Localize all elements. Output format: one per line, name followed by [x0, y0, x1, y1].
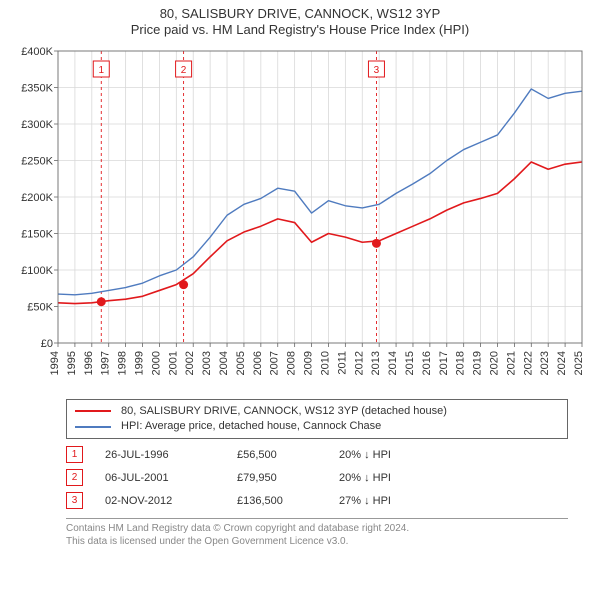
- transaction-row: 1 26-JUL-1996 £56,500 20% ↓ HPI: [66, 443, 568, 466]
- x-tick-label: 2023: [539, 351, 551, 375]
- marker-point: [179, 280, 188, 289]
- x-tick-label: 2005: [235, 351, 247, 375]
- x-tick-label: 2019: [472, 351, 484, 375]
- x-tick-label: 2014: [387, 351, 399, 375]
- transaction-row: 3 02-NOV-2012 £136,500 27% ↓ HPI: [66, 489, 568, 512]
- marker-point: [97, 297, 106, 306]
- x-tick-label: 2004: [218, 351, 230, 375]
- x-tick-label: 2009: [303, 351, 315, 375]
- x-tick-label: 2025: [573, 351, 585, 375]
- chart-area: £0 £50K £100K £150K £200K £250K £300K £350K £400…: [8, 43, 592, 393]
- legend-swatch: [75, 410, 111, 412]
- transaction-badge: 2: [66, 469, 83, 486]
- marker-badge-label: 3: [374, 65, 380, 76]
- x-tick-label: 2022: [522, 351, 534, 375]
- x-tick-label: 2007: [269, 351, 281, 375]
- x-tick-label: 2000: [150, 351, 162, 375]
- x-tick-label: 2021: [505, 351, 517, 375]
- marker-badge-label: 1: [98, 65, 104, 76]
- y-tick-label: £250K: [21, 155, 53, 167]
- transaction-delta: 27% ↓ HPI: [339, 495, 391, 507]
- y-tick-label: £0: [41, 338, 53, 350]
- page: 80, SALISBURY DRIVE, CANNOCK, WS12 3YP P…: [0, 0, 600, 590]
- footer-note: Contains HM Land Registry data © Crown c…: [66, 518, 568, 548]
- transaction-badge: 1: [66, 446, 83, 463]
- x-tick-label: 1995: [66, 351, 78, 375]
- transaction-date: 26-JUL-1996: [105, 449, 215, 461]
- x-tick-label: 2011: [336, 351, 348, 375]
- transaction-price: £56,500: [237, 449, 317, 461]
- footer-line-1: Contains HM Land Registry data © Crown c…: [66, 522, 568, 535]
- x-tick-label: 2002: [184, 351, 196, 375]
- y-tick-label: £200K: [21, 192, 53, 204]
- transaction-price: £136,500: [237, 495, 317, 507]
- transaction-date: 02-NOV-2012: [105, 495, 215, 507]
- transactions-table: 1 26-JUL-1996 £56,500 20% ↓ HPI 2 06-JUL-2001…: [66, 443, 568, 512]
- y-tick-label: £300K: [21, 119, 53, 131]
- legend-swatch: [75, 426, 111, 428]
- x-tick-label: 2016: [421, 351, 433, 375]
- x-tick-label: 2001: [167, 351, 179, 375]
- x-tick-label: 2017: [438, 351, 450, 375]
- y-tick-label: £400K: [21, 46, 53, 58]
- x-tick-label: 2003: [201, 351, 213, 375]
- x-tick-label: 1998: [117, 351, 129, 375]
- x-tick-label: 2010: [319, 351, 331, 375]
- transaction-delta: 20% ↓ HPI: [339, 472, 391, 484]
- legend-label: HPI: Average price, detached house, Cann…: [121, 419, 381, 434]
- x-tick-label: 1999: [134, 351, 146, 375]
- y-tick-label: £50K: [27, 301, 53, 313]
- line-chart-svg: £0 £50K £100K £150K £200K £250K £300K £350K £400…: [8, 43, 592, 393]
- legend-item: HPI: Average price, detached house, Cann…: [75, 419, 559, 434]
- legend-label: 80, SALISBURY DRIVE, CANNOCK, WS12 3YP (…: [121, 404, 447, 419]
- chart-subtitle: Price paid vs. HM Land Registry's House …: [8, 22, 592, 38]
- y-tick-label: £100K: [21, 265, 53, 277]
- transaction-delta: 20% ↓ HPI: [339, 449, 391, 461]
- x-tick-label: 1997: [100, 351, 112, 375]
- chart-title: 80, SALISBURY DRIVE, CANNOCK, WS12 3YP: [8, 6, 592, 22]
- x-tick-label: 1996: [83, 351, 95, 375]
- y-tick-label: £150K: [21, 228, 53, 240]
- x-tick-label: 2015: [404, 351, 416, 375]
- y-tick-label: £350K: [21, 82, 53, 94]
- x-tick-label: 2008: [286, 351, 298, 375]
- x-tick-label: 2018: [455, 351, 467, 375]
- x-tick-label: 2024: [556, 351, 568, 375]
- legend: 80, SALISBURY DRIVE, CANNOCK, WS12 3YP (…: [66, 399, 568, 440]
- x-tick-label: 2013: [370, 351, 382, 375]
- transaction-badge: 3: [66, 492, 83, 509]
- transaction-price: £79,950: [237, 472, 317, 484]
- x-tick-label: 1994: [49, 351, 61, 375]
- footer-line-2: This data is licensed under the Open Gov…: [66, 535, 568, 548]
- legend-item: 80, SALISBURY DRIVE, CANNOCK, WS12 3YP (…: [75, 404, 559, 419]
- x-tick-label: 2006: [252, 351, 264, 375]
- marker-point: [372, 238, 381, 247]
- marker-badge-label: 2: [181, 65, 187, 76]
- x-tick-label: 2012: [353, 351, 365, 375]
- transaction-date: 06-JUL-2001: [105, 472, 215, 484]
- x-tick-label: 2020: [488, 351, 500, 375]
- transaction-row: 2 06-JUL-2001 £79,950 20% ↓ HPI: [66, 466, 568, 489]
